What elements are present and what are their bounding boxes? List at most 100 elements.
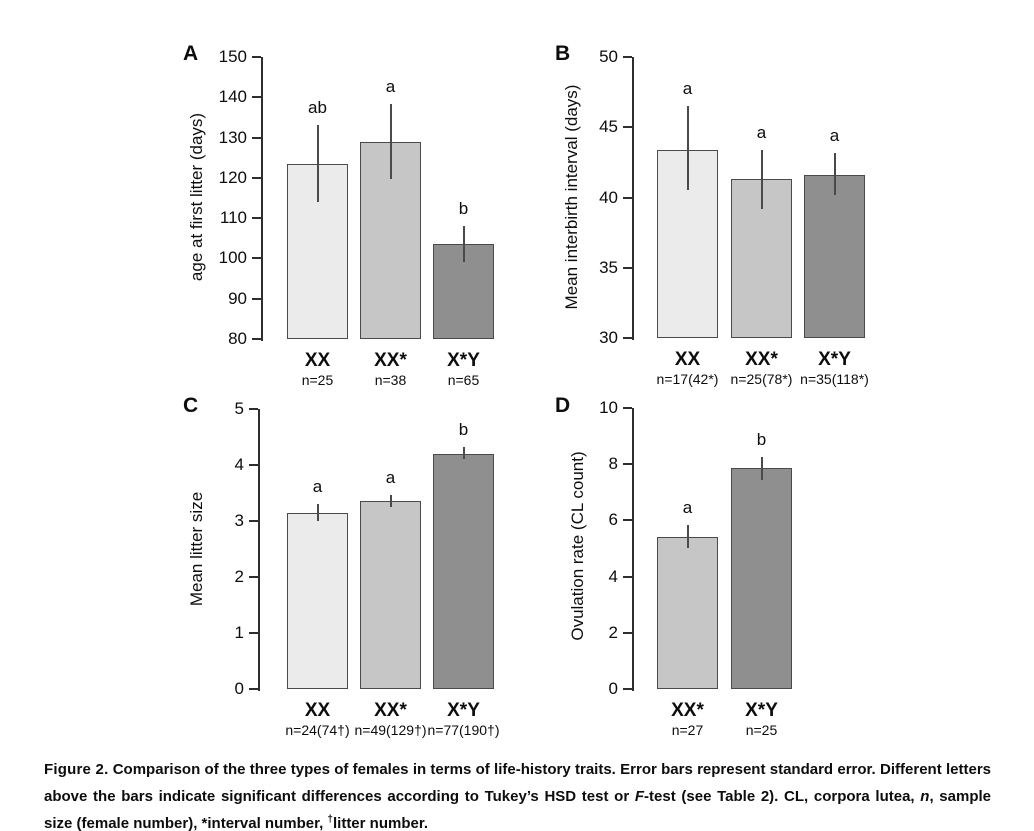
category-label: X*Y xyxy=(745,700,778,721)
y-tick-label: 4 xyxy=(234,455,244,474)
sample-size-label: n=35(118*) xyxy=(800,371,869,387)
y-tick-label: 80 xyxy=(228,329,247,348)
y-tick-label: 45 xyxy=(599,117,618,137)
y-tick-mark xyxy=(623,126,632,129)
significance-letter: b xyxy=(458,419,469,439)
sample-size-label: n=25(78*) xyxy=(730,371,793,387)
error-bar xyxy=(389,494,392,507)
error-bar xyxy=(462,225,465,263)
caption-figure-label: Figure 2. xyxy=(44,761,109,778)
sample-size-label: n=25 xyxy=(301,372,334,388)
y-tick-label: 140 xyxy=(218,87,247,107)
panel-letter: B xyxy=(555,42,571,65)
y-tick-label: 130 xyxy=(218,127,247,147)
error-bar xyxy=(316,504,319,521)
panel-letter: C xyxy=(183,394,199,417)
y-tick-label: 6 xyxy=(608,510,618,530)
bar-X*Y xyxy=(433,453,494,689)
y-tick-label: 10 xyxy=(599,398,618,417)
y-tick-mark xyxy=(249,464,258,466)
error-bar xyxy=(686,524,689,549)
panel-letter: A xyxy=(183,42,199,65)
y-tick-label: 120 xyxy=(218,167,247,187)
category-label: XX xyxy=(304,700,331,721)
y-tick-mark xyxy=(249,408,258,410)
y-tick-mark xyxy=(252,136,261,139)
y-tick-label: 8 xyxy=(608,454,618,474)
y-tick-mark xyxy=(252,176,261,179)
y-tick-mark xyxy=(252,96,261,99)
y-axis-line xyxy=(632,408,634,691)
sample-size-label: n=65 xyxy=(447,372,480,388)
significance-letter: ab xyxy=(308,98,327,118)
bar-XX* xyxy=(657,537,718,689)
panel-letter: D xyxy=(555,394,571,417)
category-label: XX xyxy=(304,350,331,371)
significance-letter: a xyxy=(682,79,693,99)
y-tick-label: 0 xyxy=(608,679,618,698)
y-tick-mark xyxy=(249,632,258,634)
error-bar xyxy=(389,103,392,179)
y-tick-mark xyxy=(252,56,261,58)
category-label: X*Y xyxy=(447,350,480,371)
sample-size-label: n=77(190†) xyxy=(427,722,500,738)
y-tick-mark xyxy=(623,631,632,634)
y-tick-mark xyxy=(623,266,632,269)
y-tick-label: 1 xyxy=(234,623,244,642)
significance-letter: a xyxy=(682,497,693,517)
bar-XX xyxy=(287,512,348,689)
y-tick-label: 4 xyxy=(608,566,618,586)
y-tick-label: 0 xyxy=(234,679,244,698)
y-tick-mark xyxy=(623,56,632,58)
category-label: XX* xyxy=(374,350,407,371)
significance-letter: a xyxy=(385,76,396,96)
bar-XX xyxy=(287,163,348,339)
y-tick-label: 50 xyxy=(599,47,618,66)
y-tick-mark xyxy=(252,297,261,300)
bar-XX* xyxy=(360,500,421,689)
y-tick-label: 30 xyxy=(599,328,618,347)
category-label: XX xyxy=(674,349,701,370)
y-tick-label: 35 xyxy=(599,257,618,277)
y-tick-label: 150 xyxy=(218,47,247,66)
error-bar xyxy=(833,152,836,195)
significance-letter: a xyxy=(312,477,323,497)
y-tick-label: 100 xyxy=(218,248,247,268)
y-axis-line xyxy=(261,57,263,341)
bar-X*Y xyxy=(804,175,865,338)
category-label: X*Y xyxy=(818,349,851,370)
y-tick-mark xyxy=(252,338,261,340)
y-tick-label: 90 xyxy=(228,288,247,308)
y-tick-mark xyxy=(623,463,632,466)
bar-X*Y xyxy=(731,468,792,689)
y-tick-mark xyxy=(623,575,632,578)
error-bar xyxy=(686,106,689,191)
y-axis-line xyxy=(632,57,634,340)
y-tick-mark xyxy=(623,519,632,522)
significance-letter: a xyxy=(829,125,840,145)
y-tick-mark xyxy=(249,688,258,690)
caption-text: litter number. xyxy=(332,815,429,831)
y-tick-mark xyxy=(252,217,261,220)
significance-letter: b xyxy=(756,429,767,449)
sample-size-label: n=27 xyxy=(671,722,704,738)
caption-text: † xyxy=(327,814,333,825)
y-tick-label: 110 xyxy=(219,208,247,228)
error-bar xyxy=(760,456,763,480)
error-bar xyxy=(760,149,763,209)
error-bar xyxy=(462,446,465,460)
caption-text: F xyxy=(634,788,645,805)
category-label: XX* xyxy=(671,700,704,721)
significance-letter: a xyxy=(385,467,396,487)
y-tick-label: 40 xyxy=(599,187,618,207)
significance-letter: a xyxy=(756,122,767,142)
sample-size-label: n=25 xyxy=(745,722,778,738)
figure-caption: Figure 2. Comparison of the three types … xyxy=(44,756,991,831)
sample-size-label: n=49(129†) xyxy=(354,722,427,738)
y-axis-label: Ovulation rate (CL count) xyxy=(568,451,587,641)
category-label: X*Y xyxy=(447,700,480,721)
